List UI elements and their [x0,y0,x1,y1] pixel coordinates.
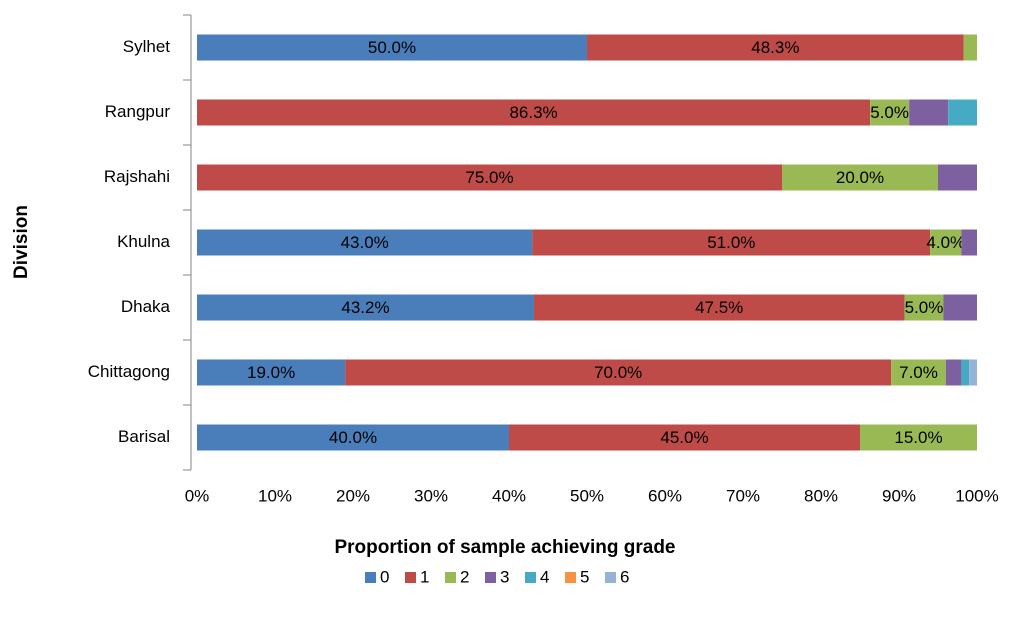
data-label: 48.3% [751,38,799,57]
bar-segment [860,424,977,451]
x-tick-label: 10% [258,486,292,505]
bar-segment [938,164,977,191]
bar-segment [930,229,962,256]
legend-label: 2 [460,567,469,586]
x-tick-label: 80% [804,486,838,505]
legend-label: 1 [420,567,429,586]
x-tick-label: 100% [955,486,998,505]
x-tick-label: 90% [882,486,916,505]
bar-segment [969,359,977,386]
legend-label: 3 [500,567,509,586]
bar-segment [197,294,534,321]
data-label: 43.2% [341,298,389,317]
legend-swatch [405,572,416,583]
bar-segment [948,99,977,126]
x-axis-title: Proportion of sample achieving grade [334,537,675,558]
x-tick-label: 40% [492,486,526,505]
legend-swatch [485,572,496,583]
bar-segment [961,359,970,386]
x-tick-label: 30% [414,486,448,505]
y-tick-label: Rajshahi [104,167,170,186]
bar-segment [963,34,977,61]
data-label: 70.0% [594,363,642,382]
legend-swatch [605,572,616,583]
data-label: 51.0% [707,233,755,252]
y-tick-label: Sylhet [123,37,171,56]
data-label: 50.0% [368,38,416,57]
legend-label: 0 [380,567,389,586]
data-label: 86.3% [509,103,557,122]
bar-segment [197,34,587,61]
data-label: 19.0% [247,363,295,382]
bar-segment [782,164,938,191]
legend-swatch [525,572,536,583]
data-label: 15.0% [894,428,942,447]
bar-segment [870,99,910,126]
data-label: 5.0% [905,298,944,317]
y-tick-label: Chittagong [88,362,170,381]
legend-swatch [445,572,456,583]
data-label: 7.0% [899,363,938,382]
bar-segment [533,294,905,321]
bar-segment [509,424,860,451]
legend-swatch [365,572,376,583]
bar-segment [197,424,509,451]
y-tick-label: Barisal [118,427,170,446]
bar-segment [197,359,346,386]
y-tick-label: Rangpur [105,102,171,121]
x-tick-label: 0% [185,486,210,505]
bar-segment [943,294,977,321]
bar-segment [945,359,962,386]
bar-segment [587,34,964,61]
data-label: 43.0% [341,233,389,252]
x-tick-label: 60% [648,486,682,505]
data-label: 5.0% [870,103,909,122]
data-label: 75.0% [465,168,513,187]
data-label: 47.5% [695,298,743,317]
legend-label: 6 [620,567,629,586]
data-label: 4.0% [926,233,965,252]
x-tick-label: 20% [336,486,370,505]
data-label: 40.0% [329,428,377,447]
bar-segment [909,99,949,126]
bar-segment [961,229,977,256]
legend-swatch [565,572,576,583]
legend-label: 4 [540,567,549,586]
bar-segment [891,359,946,386]
data-label: 45.0% [660,428,708,447]
y-tick-label: Dhaka [121,297,171,316]
data-label: 20.0% [836,168,884,187]
bar-segment [345,359,892,386]
x-tick-label: 50% [570,486,604,505]
bar-segment [197,99,871,126]
bar-segment [197,229,533,256]
bar-segment [904,294,944,321]
bar-segment [197,164,782,191]
bar-segment [532,229,931,256]
y-tick-label: Khulna [117,232,170,251]
x-tick-label: 70% [726,486,760,505]
y-axis-title: Division [11,205,32,279]
legend-label: 5 [580,567,589,586]
